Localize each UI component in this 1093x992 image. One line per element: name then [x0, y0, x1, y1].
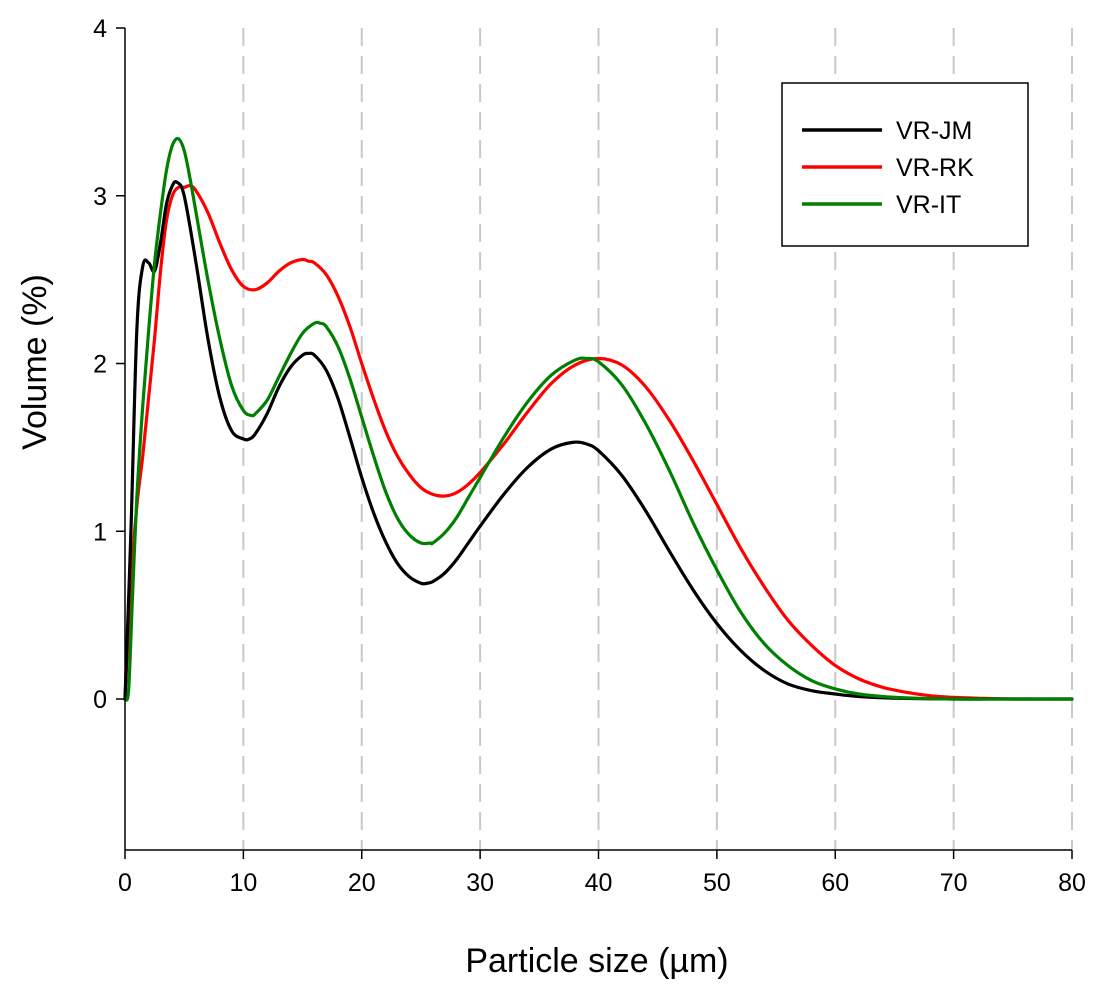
- x-tick-label: 60: [821, 869, 849, 897]
- legend-label: VR-JM: [896, 117, 972, 145]
- y-tick-label: 3: [93, 183, 107, 211]
- x-tick-label: 0: [118, 869, 132, 897]
- legend-label: VR-RK: [896, 154, 974, 182]
- y-tick-label: 4: [93, 15, 107, 43]
- legend-label: VR-IT: [896, 191, 961, 219]
- legend-items: VR-JM VR-RK VR-IT: [802, 117, 974, 219]
- x-tick-label: 20: [348, 869, 376, 897]
- x-tick-label: 50: [703, 869, 731, 897]
- y-tick-label: 0: [93, 686, 107, 714]
- grid-lines: [242, 28, 1073, 850]
- series-lines: [123, 136, 1074, 702]
- x-tick-label: 30: [466, 869, 494, 897]
- legend: VR-JM VR-RK VR-IT: [781, 82, 1029, 247]
- y-ticks: 0 1 2 3 4: [93, 15, 125, 714]
- series-line-vr-jm: [123, 180, 1074, 701]
- x-tick-label: 40: [585, 869, 613, 897]
- y-axis-title: Volume (%): [16, 274, 54, 450]
- x-ticks: 0 10 20 30 40 50 60 70 80: [118, 850, 1086, 897]
- x-axis-title: Particle size (µm): [465, 942, 728, 980]
- legend-box: [781, 82, 1029, 247]
- series-line-vr-it: [123, 136, 1074, 702]
- y-tick-label: 2: [93, 351, 107, 379]
- y-tick-label: 1: [93, 518, 107, 546]
- x-tick-label: 70: [940, 869, 968, 897]
- x-tick-label: 80: [1058, 869, 1086, 897]
- x-tick-label: 10: [229, 869, 257, 897]
